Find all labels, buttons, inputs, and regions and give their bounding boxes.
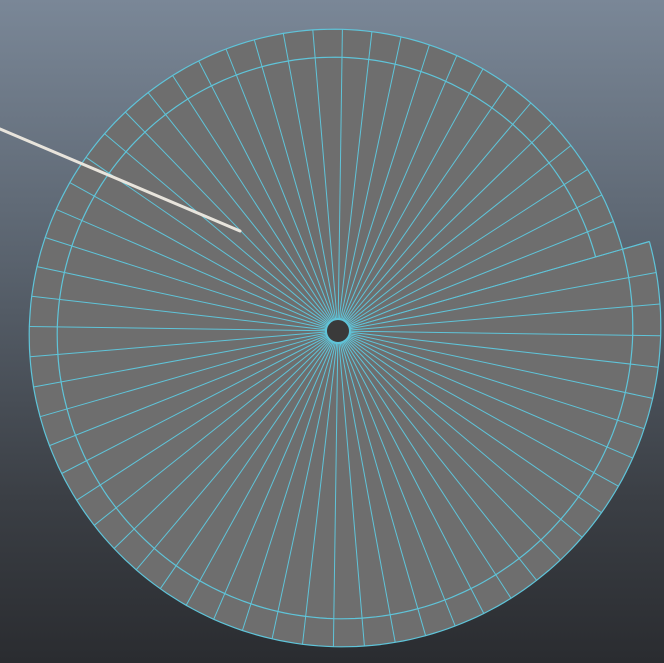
radial-edge (348, 194, 603, 326)
mesh-wireframe (28, 28, 662, 648)
radial-edge (344, 340, 512, 599)
radial-edge (349, 330, 661, 337)
radial-edge (39, 333, 327, 418)
radial-edge (349, 272, 657, 330)
outer-spiral-edge (28, 28, 662, 648)
radial-edge (253, 39, 336, 320)
radial-edge (341, 44, 430, 320)
radial-edge (345, 102, 532, 323)
radial-edge (343, 68, 484, 321)
radial-edge (338, 342, 365, 647)
radial-edge (49, 334, 327, 447)
radial-edge (332, 342, 339, 647)
radial-edge (337, 29, 343, 320)
radial-edge (348, 336, 619, 487)
radial-edge (341, 342, 456, 627)
radial-edge (85, 156, 329, 325)
manipulator-line[interactable] (0, 127, 242, 233)
radial-edge (342, 55, 458, 321)
radial-edge (241, 342, 335, 631)
radial-edge (344, 84, 509, 322)
radial-edge (213, 341, 334, 620)
radial-edge (346, 122, 553, 323)
radial-edge (347, 337, 602, 514)
radial-edge (185, 341, 333, 606)
radial-edge (349, 331, 659, 368)
radial-edge (271, 342, 336, 639)
radial-edge (346, 339, 561, 561)
radial-edge (345, 340, 537, 581)
radial-edge (312, 29, 338, 320)
radial-edge (113, 339, 330, 549)
radial-edge (338, 31, 373, 320)
radial-edge (340, 36, 402, 320)
center-hole (325, 318, 351, 344)
radial-edge (225, 48, 335, 320)
radial-edge (36, 266, 327, 329)
radial-edge (172, 75, 332, 322)
radial-edge (31, 295, 327, 331)
radial-edge (125, 111, 330, 323)
radial-edge (56, 208, 328, 327)
radial-edge (45, 237, 327, 328)
radial-edge (147, 92, 331, 322)
radial-edge (348, 335, 633, 459)
seam-edge (622, 240, 650, 250)
radial-edge (339, 342, 396, 643)
radial-edge (346, 338, 583, 538)
radial-edge (61, 336, 328, 474)
radial-edge (29, 326, 327, 332)
radial-edge (343, 341, 485, 614)
radial-edge (349, 334, 645, 430)
radial-edge (282, 33, 337, 320)
radial-edge (349, 303, 661, 331)
radial-edge (347, 168, 588, 325)
inner-spiral-edge (56, 56, 634, 620)
radial-edge (33, 332, 327, 388)
radial-edge (76, 337, 329, 501)
radial-edge (29, 331, 327, 358)
radial-edge (349, 241, 650, 329)
radial-edge (135, 339, 331, 571)
radial-edge (69, 182, 328, 326)
radial-edge (302, 342, 338, 645)
radial-edge (198, 60, 333, 321)
radial-edge (349, 333, 653, 399)
radial-edge (93, 338, 329, 526)
radial-edge (347, 145, 572, 324)
radial-edge (349, 221, 614, 328)
radial-edge (104, 133, 330, 324)
radial-edge (159, 340, 332, 589)
radial-edge (340, 342, 427, 636)
